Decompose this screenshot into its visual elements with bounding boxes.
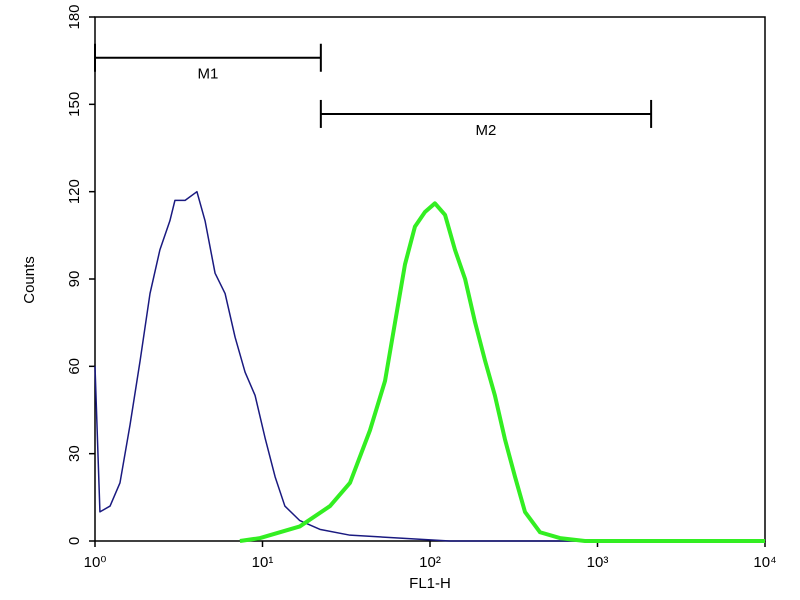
x-tick-label: 10¹ [252,554,274,571]
y-axis-label: Counts [21,256,38,304]
y-tick-label: 60 [66,358,83,375]
y-tick-label: 180 [66,4,83,29]
x-axis-label: FL1-H [409,575,451,592]
x-tick-label: 10² [419,554,441,571]
histogram-line [94,190,600,542]
y-tick-label: 120 [66,179,83,204]
y-tick-label: 150 [66,92,83,117]
y-tick-label: 30 [66,445,83,462]
marker-label: M1 [197,66,218,83]
y-tick-label: 90 [66,271,83,288]
x-tick-label: 10⁰ [84,554,107,571]
y-tick-label: 0 [66,537,83,545]
x-tick-label: 10³ [587,554,609,571]
x-tick-label: 10⁴ [753,554,776,571]
plot-frame [94,16,766,542]
marker-label: M2 [476,122,497,139]
histogram-line [239,201,765,543]
